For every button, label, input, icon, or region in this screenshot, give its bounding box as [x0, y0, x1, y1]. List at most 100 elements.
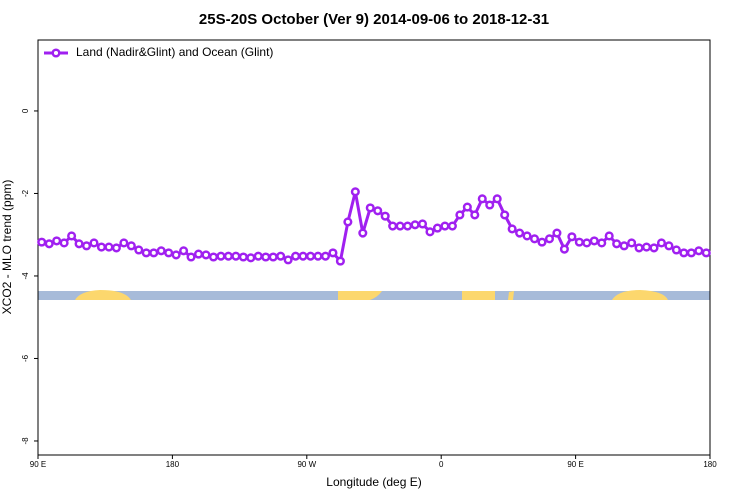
data-point	[380, 211, 390, 221]
data-point	[656, 238, 667, 248]
y-tick-label: -8	[21, 437, 30, 445]
plot-frame	[37, 39, 711, 456]
data-point	[276, 251, 286, 261]
data-point	[141, 248, 151, 258]
chart-title: 25S-20S October (Ver 9) 2014-09-06 to 20…	[199, 11, 549, 28]
data-point	[485, 200, 495, 210]
data-point	[634, 243, 644, 253]
data-point	[238, 252, 248, 262]
data-point	[268, 252, 278, 262]
data-point	[500, 210, 510, 220]
data-point	[298, 251, 308, 261]
data-point	[253, 251, 263, 261]
data-point	[641, 242, 652, 252]
land-ocean-band	[38, 290, 710, 300]
data-point	[619, 241, 629, 251]
data-point	[537, 237, 547, 247]
data-point	[425, 227, 435, 237]
data-point	[567, 232, 577, 242]
data-point	[701, 248, 711, 258]
data-point	[679, 248, 689, 258]
x-tick-label: 90 W	[297, 460, 316, 469]
data-point	[74, 239, 84, 249]
data-point	[283, 255, 293, 265]
x-tick-label: 90 E	[567, 460, 583, 469]
data-point	[559, 244, 569, 254]
data-point	[96, 242, 107, 252]
data-point	[350, 187, 360, 197]
data-point	[492, 194, 502, 204]
data-point	[81, 241, 92, 251]
data-point	[664, 241, 674, 251]
x-tick-label: 180	[703, 460, 717, 469]
data-point	[686, 248, 696, 258]
y-tick-label: -6	[21, 354, 30, 362]
data-point	[208, 252, 219, 262]
y-tick-label: 0	[21, 108, 30, 113]
data-point	[447, 221, 457, 231]
data-point	[343, 217, 353, 227]
data-point	[455, 210, 465, 220]
data-point	[261, 252, 271, 262]
y-tick-label: -2	[21, 189, 30, 197]
data-point	[37, 237, 47, 247]
data-point	[231, 251, 241, 261]
data-point	[522, 231, 532, 241]
data-point	[462, 202, 472, 212]
data-point	[171, 250, 181, 260]
data-point	[432, 223, 443, 233]
data-point	[612, 239, 622, 249]
x-tick-label: 180	[166, 460, 180, 469]
data-point	[164, 248, 174, 258]
data-point	[89, 238, 99, 248]
data-point	[552, 228, 562, 238]
data-point	[477, 194, 487, 204]
data-point	[313, 251, 323, 261]
data-point	[216, 251, 226, 261]
data-point	[201, 250, 211, 260]
data-point	[417, 219, 428, 229]
data-point	[111, 243, 121, 253]
data-point	[597, 238, 607, 248]
data-point	[574, 237, 584, 247]
y-tick-label: -4	[21, 272, 30, 280]
data-point	[179, 246, 189, 256]
data-point	[156, 246, 166, 256]
data-point	[694, 246, 704, 256]
data-point	[291, 251, 301, 261]
data-point	[529, 234, 540, 244]
y-axis-label: XCO2 - MLO trend (ppm)	[0, 180, 14, 315]
data-point	[223, 251, 233, 261]
data-point	[335, 256, 345, 266]
data-point	[52, 236, 62, 246]
data-point	[395, 221, 405, 231]
data-point	[507, 224, 517, 234]
data-point	[246, 253, 256, 263]
data-point	[388, 221, 398, 231]
data-point	[328, 248, 338, 258]
data-point	[515, 228, 525, 238]
data-point	[604, 231, 614, 241]
data-point	[365, 203, 375, 213]
data-point	[193, 249, 204, 259]
data-point	[470, 210, 480, 220]
data-point	[403, 221, 413, 231]
data-point	[671, 245, 681, 255]
legend-label: Land (Nadir&Glint) and Ocean (Glint)	[76, 45, 273, 59]
data-point	[410, 220, 420, 230]
data-point	[104, 242, 114, 252]
legend-marker	[51, 48, 61, 58]
data-point	[627, 238, 637, 248]
data-point	[126, 241, 136, 251]
data-point	[649, 243, 659, 253]
data-point	[44, 239, 54, 249]
data-point	[119, 238, 129, 248]
data-point	[373, 206, 383, 216]
x-axis-label: Longitude (deg E)	[326, 475, 421, 489]
data-point	[149, 248, 159, 258]
data-point	[134, 245, 144, 255]
data-point	[59, 238, 69, 248]
data-point	[544, 234, 555, 244]
data-point	[67, 231, 77, 241]
